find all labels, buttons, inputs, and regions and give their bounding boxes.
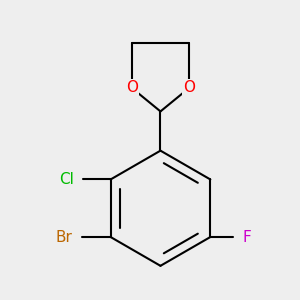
Text: Cl: Cl (59, 172, 74, 187)
Text: O: O (126, 80, 138, 95)
Text: F: F (243, 230, 251, 244)
Text: O: O (183, 80, 195, 95)
Text: Br: Br (55, 230, 72, 244)
